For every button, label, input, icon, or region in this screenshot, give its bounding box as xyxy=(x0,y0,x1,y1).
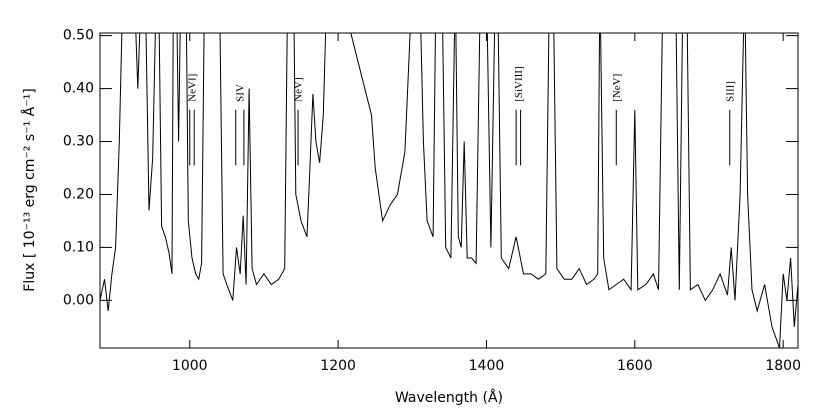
x-tick-label: 1200 xyxy=(320,358,356,374)
x-tick-label: 1400 xyxy=(469,358,505,374)
plot-area xyxy=(100,33,798,348)
y-tick-label: 0.50 xyxy=(63,28,94,44)
x-axis-label: Wavelength (Å) xyxy=(395,389,503,406)
annotation-label: [NeV] xyxy=(611,74,623,102)
plot-frame xyxy=(99,32,799,349)
x-tick-label: 1600 xyxy=(617,358,653,374)
y-tick-label: 0.30 xyxy=(63,134,94,150)
annotation-label: SIV xyxy=(234,84,246,102)
spectrum-line xyxy=(100,33,798,348)
y-tick-label: 0.40 xyxy=(63,81,94,97)
y-tick-label: 0.20 xyxy=(63,186,94,202)
y-tick-label: 0.00 xyxy=(63,292,94,308)
y-tick-label: 0.10 xyxy=(63,239,94,255)
annotation-label: [SiVIII] xyxy=(513,66,525,101)
annotation-label: SIII] xyxy=(724,81,736,102)
y-axis-label: Flux [ 10⁻¹³ erg cm⁻² s⁻¹ Å⁻¹] xyxy=(21,88,38,291)
x-tick-label: 1000 xyxy=(172,358,208,374)
annotation-label: NeVI] xyxy=(187,74,199,102)
annotation-label: NeV] xyxy=(293,77,305,101)
x-tick-label: 1800 xyxy=(765,358,801,374)
